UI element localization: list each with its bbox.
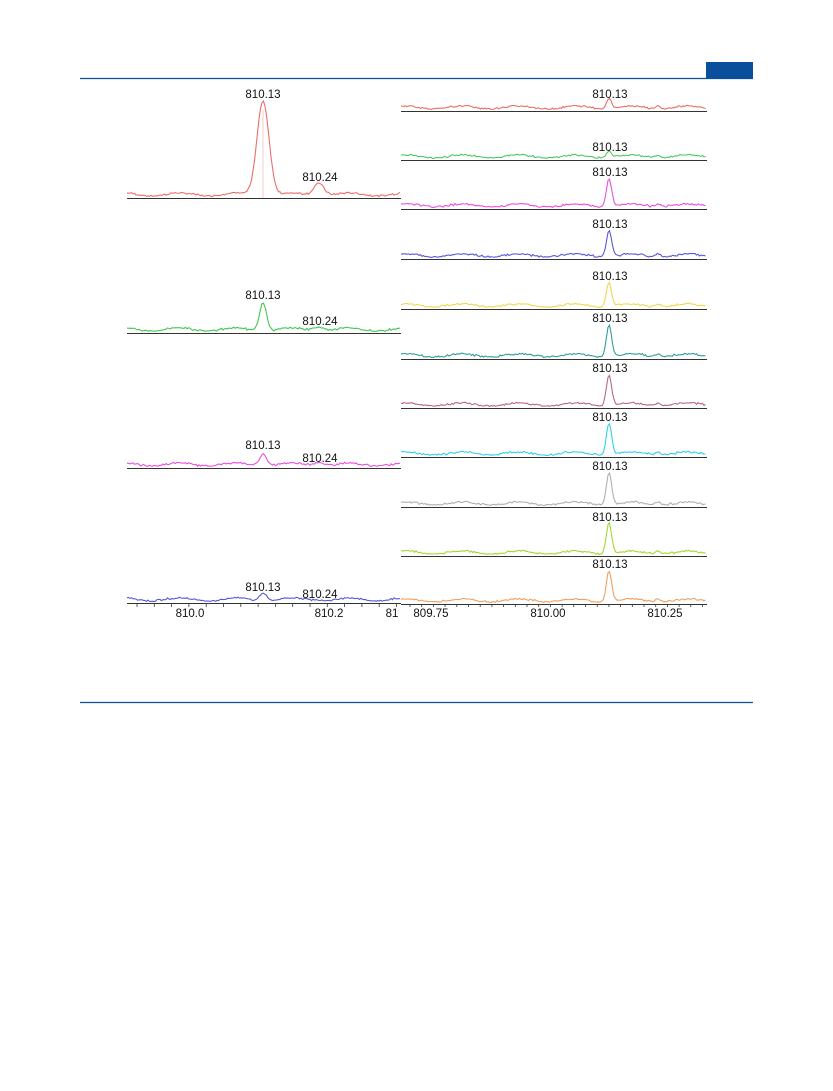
spectrum — [400, 178, 706, 209]
peak-label: 810.24 — [302, 316, 338, 328]
peak-label: 810.13 — [592, 363, 627, 375]
peak-label: 810.13 — [245, 290, 280, 302]
peak-label: 810.13 — [592, 271, 627, 283]
x-tick-label: 809.75 — [413, 608, 448, 620]
spectrum — [126, 452, 401, 468]
peak-label: 810.13 — [592, 512, 627, 524]
spectrum — [400, 229, 706, 258]
spectrum — [400, 521, 706, 556]
peak-label: 810.13 — [592, 559, 627, 571]
peak-label: 810.13 — [592, 219, 627, 231]
header-tab — [706, 62, 753, 78]
peak-label: 810.24 — [302, 453, 338, 465]
x-tick-label: 810.00 — [530, 608, 565, 620]
spectrum — [400, 97, 706, 111]
figure: 810.13 810.24 810.13 810.24 810.13 810.24 810.… — [126, 89, 707, 620]
spectrum — [400, 323, 706, 359]
peak-label: 810.13 — [592, 167, 627, 179]
spectrum — [400, 149, 706, 160]
spectrum — [126, 99, 401, 198]
spectrum — [400, 570, 706, 604]
spectrum — [126, 592, 401, 603]
x-tick-label: 810.25 — [647, 608, 682, 620]
peak-label: 810.13 — [592, 313, 627, 325]
peak-label: 810.13 — [592, 89, 627, 101]
spectrum — [400, 422, 706, 457]
x-tick-label: 81 — [386, 608, 399, 620]
peak-label: 810.13 — [245, 89, 280, 101]
peak-label: 810.13 — [592, 142, 627, 154]
spectrum — [400, 471, 706, 507]
peak-label: 810.13 — [245, 440, 280, 452]
peak-label: 810.13 — [592, 412, 627, 424]
peak-label: 810.24 — [302, 589, 338, 601]
spectrum — [400, 374, 706, 408]
x-tick-label: 810.2 — [315, 608, 344, 620]
peak-label: 810.13 — [592, 461, 627, 473]
x-tick-label: 810.0 — [176, 608, 205, 620]
spectrum — [400, 281, 706, 309]
peak-label: 810.24 — [302, 172, 338, 184]
spectrum — [126, 302, 401, 333]
peak-label: 810.13 — [245, 582, 280, 594]
